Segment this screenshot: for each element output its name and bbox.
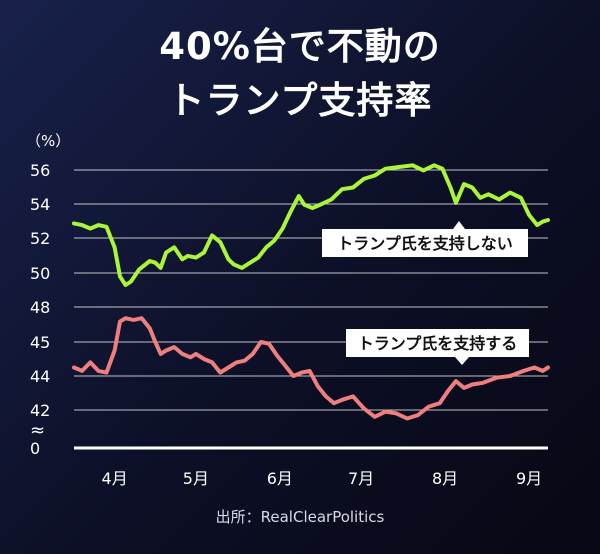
series-label: トランプ氏を支持する xyxy=(358,334,518,353)
x-tick-label: 6月 xyxy=(267,469,293,488)
x-tick-label: 8月 xyxy=(432,469,458,488)
y-axis-unit-label: （%） xyxy=(26,132,70,150)
y-tick-label: 50 xyxy=(30,264,50,283)
axes: （%） 56 54 52 50 48 45 44 42 0≈4月 5月 6月 7月 8月 9月 xyxy=(26,132,542,488)
source-note: 出所：RealClearPolitics xyxy=(215,508,385,526)
y-tick-label: 0 xyxy=(30,439,40,458)
callout-support: トランプ氏を支持する xyxy=(346,329,529,365)
x-tick-label: 4月 xyxy=(102,469,128,488)
y-tick-label: 42 xyxy=(30,401,50,420)
callout-oppose: トランプ氏を支持しない xyxy=(322,221,528,257)
series-lines xyxy=(72,163,550,421)
y-tick-label: 44 xyxy=(30,367,50,386)
series-label: トランプ氏を支持しない xyxy=(337,234,513,253)
series-line-oppose xyxy=(72,163,550,287)
x-tick-label: 9月 xyxy=(516,469,542,488)
y-tick-label: 48 xyxy=(30,298,50,317)
axis-break-symbol: ≈ xyxy=(30,420,45,441)
gridlines xyxy=(74,169,548,450)
series-line-support xyxy=(72,316,550,421)
callout-pointer xyxy=(455,357,469,365)
x-tick-label: 5月 xyxy=(183,469,209,488)
x-tick-label: 7月 xyxy=(348,469,374,488)
y-tick-label: 56 xyxy=(30,161,50,180)
callout-box xyxy=(322,229,528,257)
callout-pointer xyxy=(453,221,465,229)
chart-title-line2: トランプ支持率 xyxy=(167,79,433,122)
chart-title-line1: 40%台で不動の xyxy=(159,25,441,68)
y-tick-label: 45 xyxy=(30,333,50,352)
callout-box xyxy=(346,329,529,357)
y-tick-label: 52 xyxy=(30,229,50,248)
y-tick-label: 54 xyxy=(30,195,50,214)
